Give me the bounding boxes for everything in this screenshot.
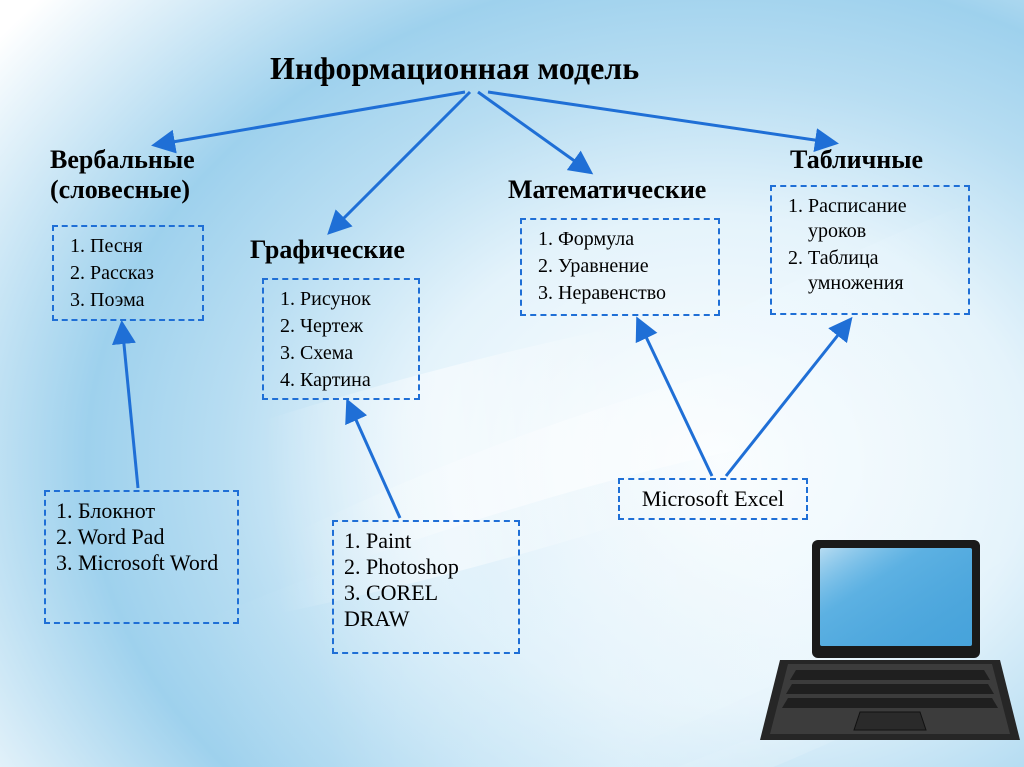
list: Песня Рассказ Поэма	[64, 233, 190, 314]
box-graphic-tools: 1. Paint 2. Photoshop 3. COREL DRAW	[332, 520, 520, 654]
list-item: Формула	[558, 226, 706, 253]
diagram-title: Информационная модель	[270, 50, 639, 87]
box-verbal-tools: 1. Блокнот 2. Word Pad 3. Microsoft Word	[44, 490, 239, 624]
list-item: 1. Paint	[344, 528, 506, 554]
arrow-excel-to-math	[638, 320, 712, 476]
list-item: Уравнение	[558, 253, 706, 280]
arrow-excel-to-table	[726, 320, 850, 476]
list-item: 3. Microsoft Word	[56, 550, 225, 576]
heading-graphic: Графические	[250, 235, 405, 265]
list-item: 3. COREL DRAW	[344, 580, 506, 632]
list-item: 1. Блокнот	[56, 498, 225, 524]
heading-math: Математические	[508, 175, 706, 205]
box-math-examples: Формула Уравнение Неравенство	[520, 218, 720, 316]
box-table-examples: Расписание уроков Таблица умножения	[770, 185, 970, 315]
arrow-title-to-verbal	[155, 92, 465, 145]
list: Формула Уравнение Неравенство	[532, 226, 706, 307]
list-item: 2. Photoshop	[344, 554, 506, 580]
arrow-title-to-table	[488, 92, 835, 143]
list-item: 2. Word Pad	[56, 524, 225, 550]
list-item: Рисунок	[300, 286, 406, 313]
heading-verbal: Вербальные (словесные)	[50, 145, 195, 205]
list-item: Неравенство	[558, 280, 706, 307]
laptop-icon	[760, 540, 1020, 750]
box-excel-tool: Microsoft Excel	[618, 478, 808, 520]
list: Рисунок Чертеж Схема Картина	[274, 286, 406, 394]
arrow-title-to-math	[478, 92, 590, 172]
list-item: Таблица умножения	[808, 245, 956, 297]
arrow-graphic-tools-to-examples	[348, 402, 400, 518]
list: Расписание уроков Таблица умножения	[782, 193, 956, 297]
heading-table: Табличные	[790, 145, 923, 175]
box-graphic-examples: Рисунок Чертеж Схема Картина	[262, 278, 420, 400]
list-item: Картина	[300, 367, 406, 394]
arrow-verbal-tools-to-examples	[122, 324, 138, 488]
list-item: Поэма	[90, 287, 190, 314]
arrow-title-to-graphic	[330, 92, 470, 232]
list-item: Рассказ	[90, 260, 190, 287]
list-item: Чертеж	[300, 313, 406, 340]
list-item: Схема	[300, 340, 406, 367]
list-item: Песня	[90, 233, 190, 260]
box-verbal-examples: Песня Рассказ Поэма	[52, 225, 204, 321]
list-item: Расписание уроков	[808, 193, 956, 245]
